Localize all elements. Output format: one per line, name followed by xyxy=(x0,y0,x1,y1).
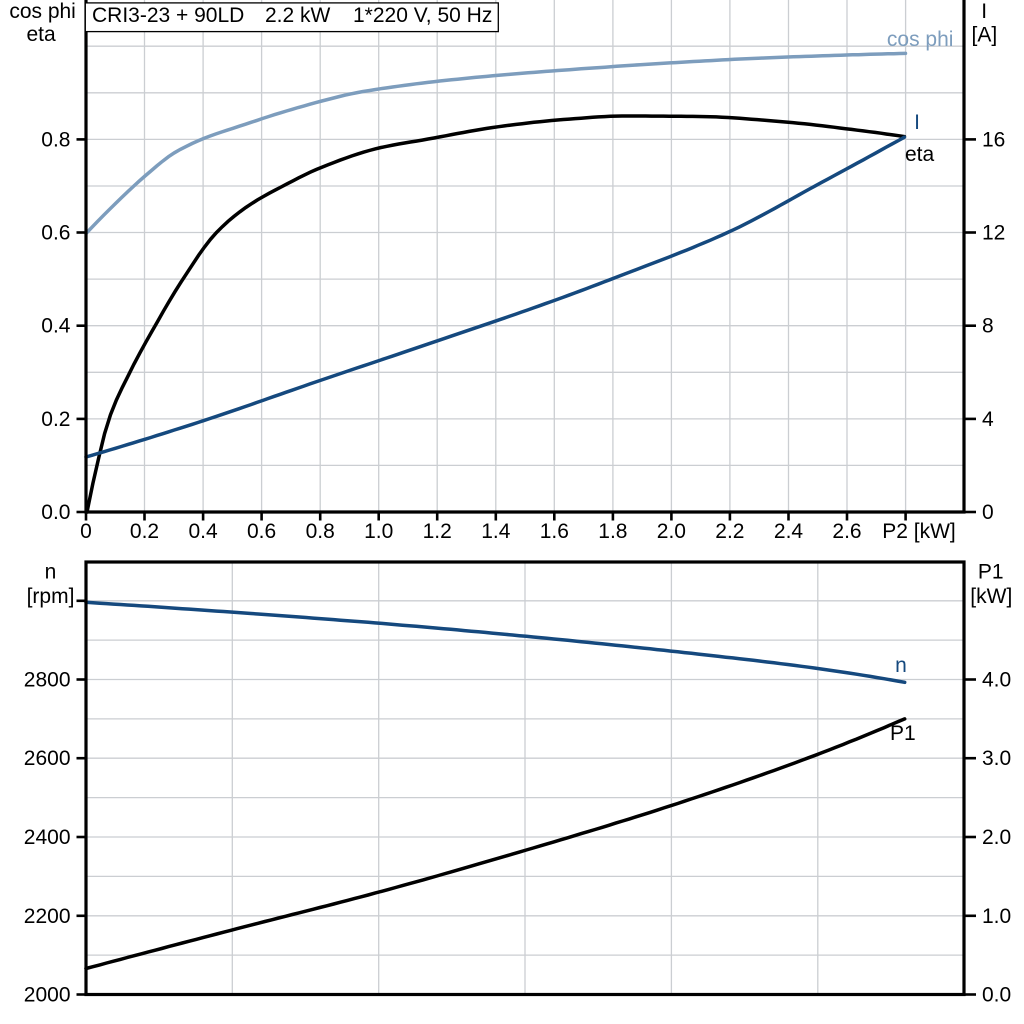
svg-text:4.0: 4.0 xyxy=(982,669,1011,692)
svg-text:0.6: 0.6 xyxy=(247,520,276,543)
svg-text:2000: 2000 xyxy=(24,984,71,1007)
svg-text:[kW]: [kW] xyxy=(970,585,1012,608)
svg-text:P2 [kW]: P2 [kW] xyxy=(882,520,956,543)
svg-text:1.4: 1.4 xyxy=(481,520,511,543)
svg-text:1.0: 1.0 xyxy=(364,520,393,543)
svg-text:0.2: 0.2 xyxy=(130,520,159,543)
svg-text:1*220 V, 50 Hz: 1*220 V, 50 Hz xyxy=(353,4,492,27)
svg-text:3.0: 3.0 xyxy=(982,747,1011,770)
svg-text:CRI3-23 + 90LD: CRI3-23 + 90LD xyxy=(92,4,244,27)
svg-text:eta: eta xyxy=(905,143,935,166)
svg-text:2200: 2200 xyxy=(24,905,71,928)
svg-text:1.2: 1.2 xyxy=(423,520,452,543)
svg-text:0: 0 xyxy=(80,520,92,543)
svg-text:2800: 2800 xyxy=(24,669,71,692)
svg-text:0.8: 0.8 xyxy=(41,128,70,151)
svg-text:8: 8 xyxy=(982,315,994,338)
svg-text:I: I xyxy=(981,0,987,23)
svg-text:cos phi: cos phi xyxy=(9,0,76,23)
svg-text:2.2: 2.2 xyxy=(715,520,744,543)
svg-text:0.0: 0.0 xyxy=(982,984,1011,1007)
svg-text:P1: P1 xyxy=(890,722,916,745)
svg-text:P1: P1 xyxy=(978,560,1004,583)
svg-text:[A]: [A] xyxy=(972,24,998,47)
svg-text:2.0: 2.0 xyxy=(657,520,686,543)
svg-text:2.0: 2.0 xyxy=(982,826,1011,849)
svg-text:0.4: 0.4 xyxy=(41,315,71,338)
svg-text:n: n xyxy=(895,654,907,677)
svg-text:0.8: 0.8 xyxy=(306,520,335,543)
svg-text:1.6: 1.6 xyxy=(540,520,569,543)
svg-text:16: 16 xyxy=(982,128,1005,151)
svg-text:1.0: 1.0 xyxy=(982,905,1011,928)
svg-text:I: I xyxy=(914,111,920,134)
svg-text:0.6: 0.6 xyxy=(41,222,70,245)
svg-text:eta: eta xyxy=(26,23,56,46)
svg-text:4: 4 xyxy=(982,408,994,431)
svg-text:2.2 kW: 2.2 kW xyxy=(265,4,331,27)
svg-text:2600: 2600 xyxy=(24,747,71,770)
svg-text:0.0: 0.0 xyxy=(41,501,70,524)
svg-text:0.4: 0.4 xyxy=(188,520,218,543)
svg-text:2400: 2400 xyxy=(24,826,71,849)
svg-text:2.4: 2.4 xyxy=(774,520,804,543)
svg-text:cos phi: cos phi xyxy=(887,28,954,51)
svg-text:0.2: 0.2 xyxy=(41,408,70,431)
svg-text:1.8: 1.8 xyxy=(598,520,627,543)
svg-text:n: n xyxy=(45,560,57,583)
svg-text:0: 0 xyxy=(982,501,994,524)
svg-text:[rpm]: [rpm] xyxy=(27,585,75,608)
svg-text:2.6: 2.6 xyxy=(832,520,861,543)
svg-text:12: 12 xyxy=(982,222,1005,245)
